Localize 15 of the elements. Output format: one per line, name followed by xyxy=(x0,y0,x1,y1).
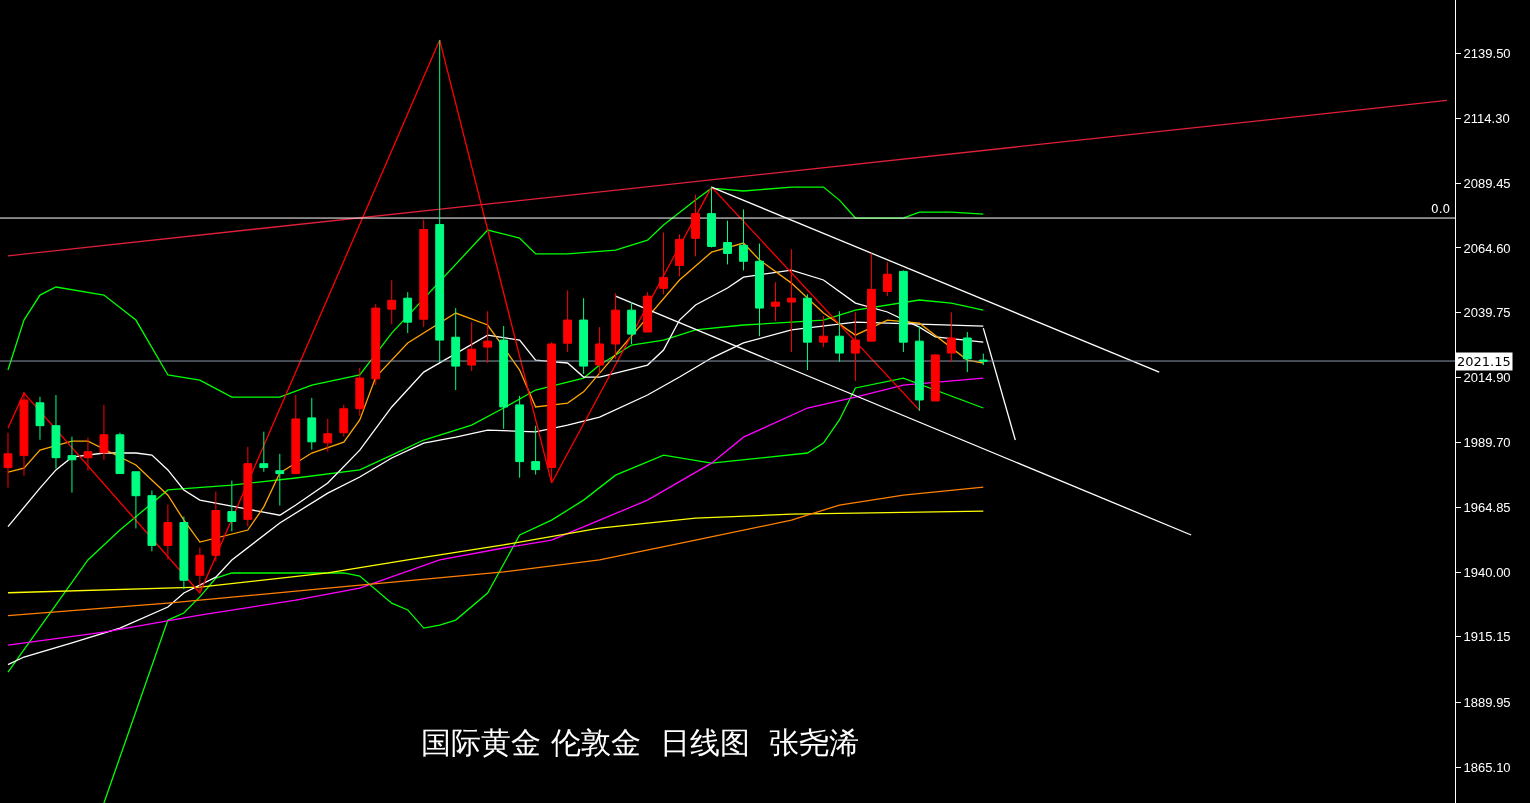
y-tick-label: 1964.85 xyxy=(1463,500,1511,516)
y-tick-label: 1889.95 xyxy=(1463,694,1511,710)
annotation: 国际黄金 伦敦金 日线图 张尧浠 xyxy=(421,725,859,760)
y-tick-label: 1940.00 xyxy=(1463,564,1511,580)
y-tick-label: 2039.75 xyxy=(1463,305,1511,321)
y-tick-label: 2139.50 xyxy=(1463,45,1511,61)
y-tick-label: 2014.90 xyxy=(1463,369,1511,385)
y-tick-label: 1915.15 xyxy=(1463,629,1511,645)
y-tick-label: 2114.30 xyxy=(1463,111,1510,127)
y-tick-label: 2089.45 xyxy=(1463,175,1511,191)
ref-line-label: 2021.15 xyxy=(1457,354,1511,369)
annotation: 0.0 xyxy=(1431,202,1451,216)
y-tick-label: 2064.60 xyxy=(1463,240,1511,256)
y-tick-label: 1989.70 xyxy=(1463,435,1511,451)
y-tick-label: 1865.10 xyxy=(1463,759,1511,775)
